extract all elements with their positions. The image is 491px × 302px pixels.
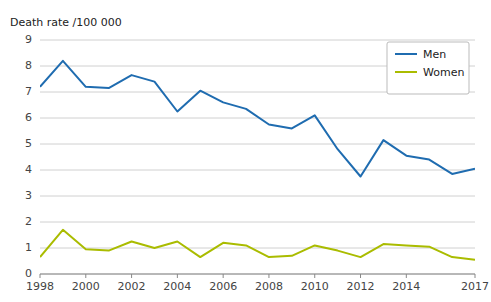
x-tick (268, 274, 269, 278)
x-tick-label: 2002 (118, 280, 146, 293)
x-tick-label: 1998 (26, 280, 54, 293)
x-tick (314, 274, 315, 278)
x-tick (131, 274, 132, 278)
x-tick (475, 274, 476, 278)
legend-label: Men (423, 48, 446, 61)
y-grid (40, 40, 475, 274)
y-tick-label: 3 (25, 189, 32, 202)
y-tick-label: 6 (25, 111, 32, 124)
x-tick (177, 274, 178, 278)
legend: Men Women (387, 42, 469, 94)
grid-line (40, 248, 475, 249)
y-tick-label: 2 (25, 215, 32, 228)
grid-line (40, 40, 475, 41)
x-tick (406, 274, 407, 278)
x-tick-label: 2008 (255, 280, 283, 293)
x-tick-label: 2004 (163, 280, 191, 293)
legend-label: Women (423, 66, 464, 79)
series-line (40, 230, 475, 260)
y-tick-label: 4 (25, 163, 32, 176)
chart: 0 1 2 3 4 5 6 7 8 9 1998 2000 2002 2004 2006 2008 2010 20… (0, 0, 491, 302)
y-tick-labels: 0 1 2 3 4 5 6 7 8 9 (25, 33, 32, 280)
x-tick-label: 2010 (301, 280, 329, 293)
x-tick (40, 274, 41, 278)
y-tick-label: 1 (25, 241, 32, 254)
x-tick (360, 274, 361, 278)
x-axis-line (40, 274, 475, 275)
x-tick-label: 2000 (72, 280, 100, 293)
legend-box (387, 42, 469, 94)
grid-line (40, 144, 475, 145)
y-axis-label: Death rate /100 000 (10, 16, 122, 29)
x-tick (223, 274, 224, 278)
y-tick-label: 7 (25, 85, 32, 98)
grid-line (40, 274, 475, 275)
grid-line (40, 170, 475, 171)
x-tick-label: 2012 (347, 280, 375, 293)
y-tick-label: 9 (25, 33, 32, 46)
x-tick-label: 2014 (392, 280, 420, 293)
grid-line (40, 222, 475, 223)
legend-swatch (395, 71, 417, 73)
grid-line (40, 196, 475, 197)
y-tick-label: 0 (25, 267, 32, 280)
x-tick-label: 2017 (461, 280, 489, 293)
y-tick-label: 5 (25, 137, 32, 150)
y-tick-label: 8 (25, 59, 32, 72)
x-tick-label: 2006 (209, 280, 237, 293)
x-ticks: 1998 2000 2002 2004 2006 2008 2010 2012 2014 2017 (26, 274, 489, 293)
legend-swatch (395, 53, 417, 55)
x-tick (85, 274, 86, 278)
